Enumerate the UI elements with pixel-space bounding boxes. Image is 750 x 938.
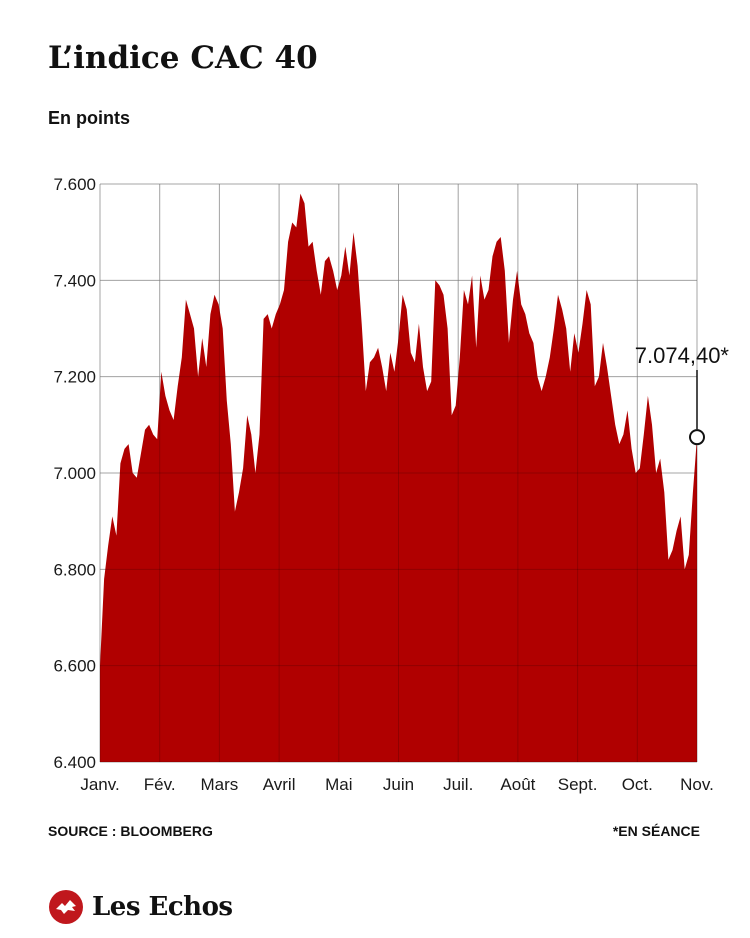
last-value-label: 7.074,40* (635, 343, 730, 368)
last-value-marker (689, 429, 705, 446)
source-credit: SOURCE : BLOOMBERG (48, 823, 213, 839)
x-tick-label: Sept. (558, 775, 598, 794)
les-echos-emblem-icon (49, 890, 83, 924)
x-tick-label: Fév. (144, 775, 176, 794)
x-tick-label: Nov. (680, 775, 714, 794)
x-tick-label: Janv. (80, 775, 119, 794)
y-tick-label: 7.400 (53, 271, 96, 290)
brand-logo: Les Echos (48, 889, 233, 925)
y-tick-label: 6.800 (53, 560, 96, 579)
x-tick-label: Mars (201, 775, 239, 794)
brand-name: Les Echos (92, 892, 233, 922)
y-tick-label: 6.400 (53, 753, 96, 772)
chart-title: L’indice CAC 40 (48, 40, 318, 76)
y-tick-label: 7.000 (53, 464, 96, 483)
x-tick-label: Août (500, 775, 535, 794)
x-tick-label: Oct. (622, 775, 653, 794)
cac40-area-chart: 6.400 6.600 6.800 7.000 7.200 7.400 7.600 Janv.… (53, 175, 730, 794)
session-note: *EN SÉANCE (612, 823, 700, 839)
y-tick-label: 7.200 (53, 368, 96, 387)
x-tick-label: Juil. (443, 775, 473, 794)
y-tick-label: 7.600 (53, 175, 96, 194)
chart-subtitle: En points (48, 108, 130, 128)
cac40-area-series (100, 193, 697, 763)
x-tick-label: Juin (383, 775, 414, 794)
y-tick-label: 6.600 (53, 657, 96, 676)
x-tick-label: Mai (325, 775, 352, 794)
x-tick-label: Avril (263, 775, 296, 794)
